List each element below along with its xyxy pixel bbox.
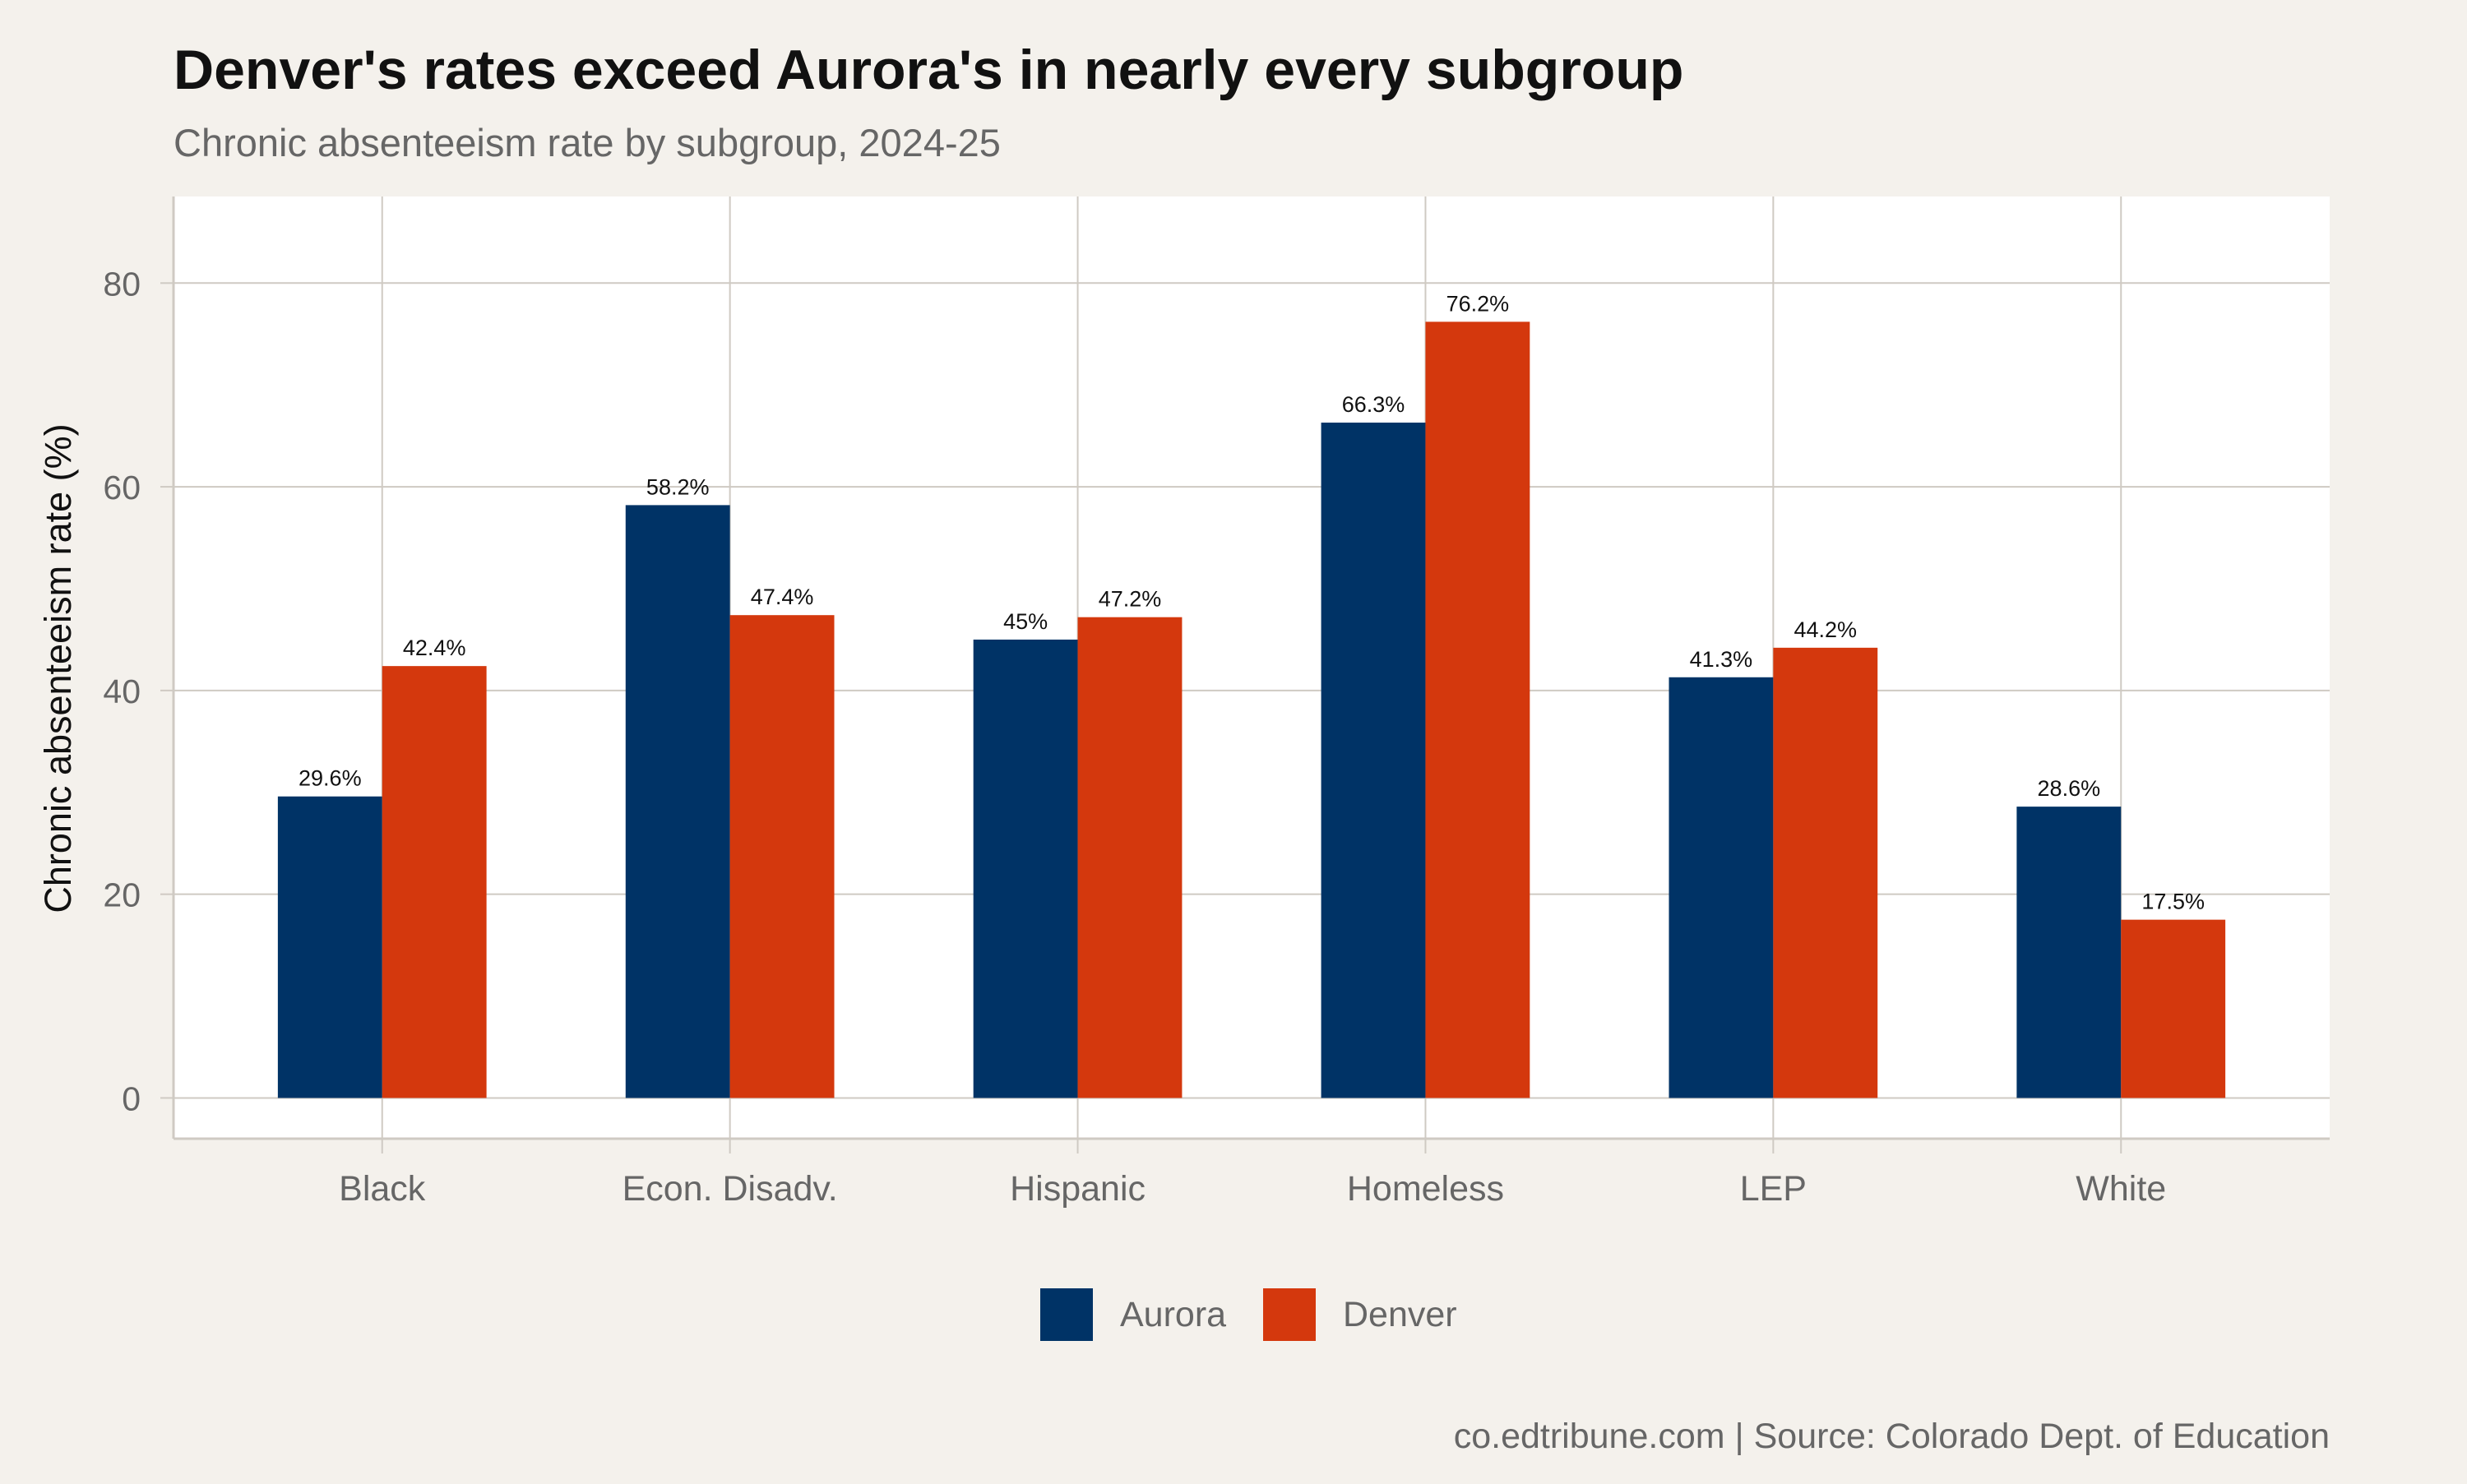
y-tick-label: 0 (122, 1079, 141, 1117)
bar-value-label: 42.4% (403, 636, 466, 660)
bar-value-label: 28.6% (2038, 776, 2101, 801)
legend-label-denver: Denver (1343, 1295, 1457, 1334)
series-denver-bars (382, 321, 2226, 1098)
y-tick-label: 60 (103, 469, 141, 506)
axes (172, 196, 2330, 1140)
bar-value-label: 17.5% (2141, 890, 2205, 914)
chart-subtitle: Chronic absenteeism rate by subgroup, 20… (174, 121, 1001, 164)
bar-value-label: 58.2% (646, 474, 710, 499)
bar-denver-hispanic (1077, 617, 1183, 1098)
bar-value-label: 47.2% (1099, 587, 1162, 612)
bar-value-label: 47.4% (751, 585, 814, 609)
bar-aurora-econ-disadv (625, 505, 730, 1098)
bar-value-label: 66.3% (1342, 392, 1405, 417)
bar-aurora-hispanic (973, 639, 1078, 1098)
y-axis-label: Chronic absenteeism rate (%) (37, 423, 79, 913)
bar-aurora-black (277, 796, 382, 1098)
bar-denver-homeless (1425, 321, 1530, 1098)
chart-title: Denver's rates exceed Aurora's in nearly… (174, 39, 1683, 101)
bar-aurora-white (2016, 807, 2122, 1098)
series-aurora-bars (277, 423, 2122, 1098)
bar-series-group (277, 321, 2226, 1098)
bar-value-label: 41.3% (1690, 647, 1753, 672)
tick-labels: 0 20 40 60 80 Black Econ. Disadv. Hispanic Homel… (103, 265, 2166, 1209)
x-tick-label: LEP (1740, 1169, 1807, 1209)
bar-aurora-homeless (1321, 423, 1426, 1098)
bar-denver-econ-disadv (729, 615, 835, 1098)
bar-value-label: 44.2% (1794, 617, 1858, 642)
legend-swatch-aurora (1040, 1288, 1093, 1341)
chart-legend: Aurora Denver (1040, 1288, 1457, 1341)
bar-value-label: 45% (1003, 609, 1048, 634)
chart-caption: co.edtribune.com | Source: Colorado Dept… (1454, 1417, 2330, 1456)
bar-value-label: 29.6% (299, 766, 362, 791)
x-tick-label: Black (339, 1169, 426, 1209)
legend-label-aurora: Aurora (1120, 1295, 1226, 1334)
bar-value-labels: 29.6% 58.2% 45% 66.3% 41.3% 28.6% 42.4% 47.4% 47… (299, 291, 2205, 913)
legend-swatch-denver (1263, 1288, 1316, 1341)
bar-denver-lep (1773, 647, 1878, 1098)
bar-value-label: 76.2% (1446, 291, 1510, 316)
y-tick-label: 80 (103, 265, 141, 303)
bar-denver-white (2121, 919, 2226, 1098)
bar-denver-black (382, 666, 487, 1098)
x-tick-label: Econ. Disadv. (623, 1169, 838, 1209)
y-tick-label: 40 (103, 673, 141, 710)
x-tick-label: Homeless (1347, 1169, 1504, 1209)
x-tick-label: White (2076, 1169, 2166, 1209)
bar-aurora-lep (1669, 677, 1774, 1098)
plot-area-background (174, 196, 2330, 1139)
x-tick-label: Hispanic (1010, 1169, 1146, 1209)
y-tick-label: 20 (103, 876, 141, 914)
